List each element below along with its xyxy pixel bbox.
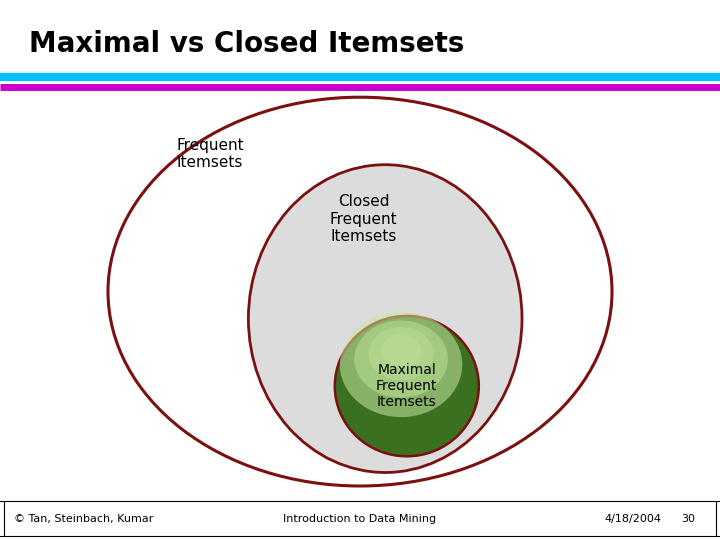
- Text: 4/18/2004: 4/18/2004: [605, 515, 662, 524]
- Ellipse shape: [335, 316, 479, 456]
- Ellipse shape: [369, 327, 433, 380]
- Ellipse shape: [354, 321, 448, 397]
- Text: © Tan, Steinbach, Kumar: © Tan, Steinbach, Kumar: [14, 515, 154, 524]
- Text: Maximal
Frequent
Itemsets: Maximal Frequent Itemsets: [376, 363, 438, 409]
- Text: 30: 30: [681, 515, 695, 524]
- Text: Closed
Frequent
Itemsets: Closed Frequent Itemsets: [330, 194, 397, 244]
- Text: Introduction to Data Mining: Introduction to Data Mining: [284, 515, 436, 524]
- Text: Frequent
Itemsets: Frequent Itemsets: [176, 138, 244, 170]
- Ellipse shape: [381, 334, 421, 368]
- Ellipse shape: [340, 312, 462, 417]
- Ellipse shape: [248, 165, 522, 472]
- Text: Maximal vs Closed Itemsets: Maximal vs Closed Itemsets: [29, 30, 464, 58]
- Ellipse shape: [108, 97, 612, 486]
